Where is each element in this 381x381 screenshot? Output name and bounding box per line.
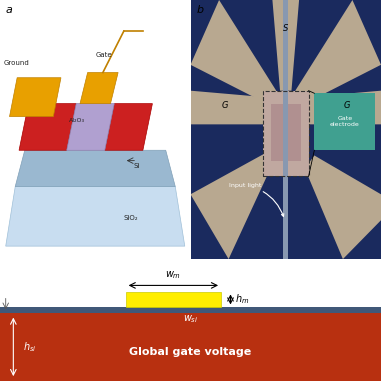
Text: Si: Si — [133, 163, 140, 170]
Text: $w_m$: $w_m$ — [165, 269, 181, 281]
Text: b: b — [196, 5, 203, 15]
Text: Gate
electrode: Gate electrode — [330, 116, 360, 127]
Polygon shape — [295, 0, 381, 104]
Polygon shape — [67, 104, 114, 150]
Bar — [263, 91, 309, 176]
Polygon shape — [305, 155, 381, 259]
Bar — [283, 0, 288, 259]
Text: S: S — [283, 24, 288, 33]
Text: $w_{si}$: $w_{si}$ — [183, 313, 198, 325]
Polygon shape — [190, 91, 280, 124]
Bar — [314, 93, 375, 150]
Text: G: G — [343, 101, 350, 109]
Polygon shape — [10, 78, 61, 117]
Polygon shape — [190, 150, 271, 259]
Bar — [263, 91, 309, 176]
Polygon shape — [291, 91, 381, 124]
Polygon shape — [19, 104, 76, 150]
Text: Global gate voltage: Global gate voltage — [130, 347, 251, 357]
Text: Al₂O₃: Al₂O₃ — [69, 118, 85, 123]
Polygon shape — [80, 72, 118, 104]
Polygon shape — [15, 150, 175, 187]
Polygon shape — [272, 0, 299, 91]
Polygon shape — [6, 187, 185, 246]
Text: $h_m$: $h_m$ — [235, 293, 250, 306]
Bar — [126, 291, 221, 307]
Bar — [271, 104, 301, 161]
Text: G: G — [221, 101, 228, 109]
Text: Gate: Gate — [95, 52, 112, 58]
Bar — [0, 307, 381, 313]
Polygon shape — [105, 104, 152, 150]
Text: SiO₂: SiO₂ — [124, 215, 138, 221]
Text: $h_{si}$: $h_{si}$ — [23, 340, 37, 354]
Bar — [0, 313, 381, 381]
Text: a: a — [6, 5, 13, 15]
Text: Input light: Input light — [229, 182, 284, 216]
Polygon shape — [190, 0, 276, 104]
Text: Ground: Ground — [4, 60, 30, 66]
